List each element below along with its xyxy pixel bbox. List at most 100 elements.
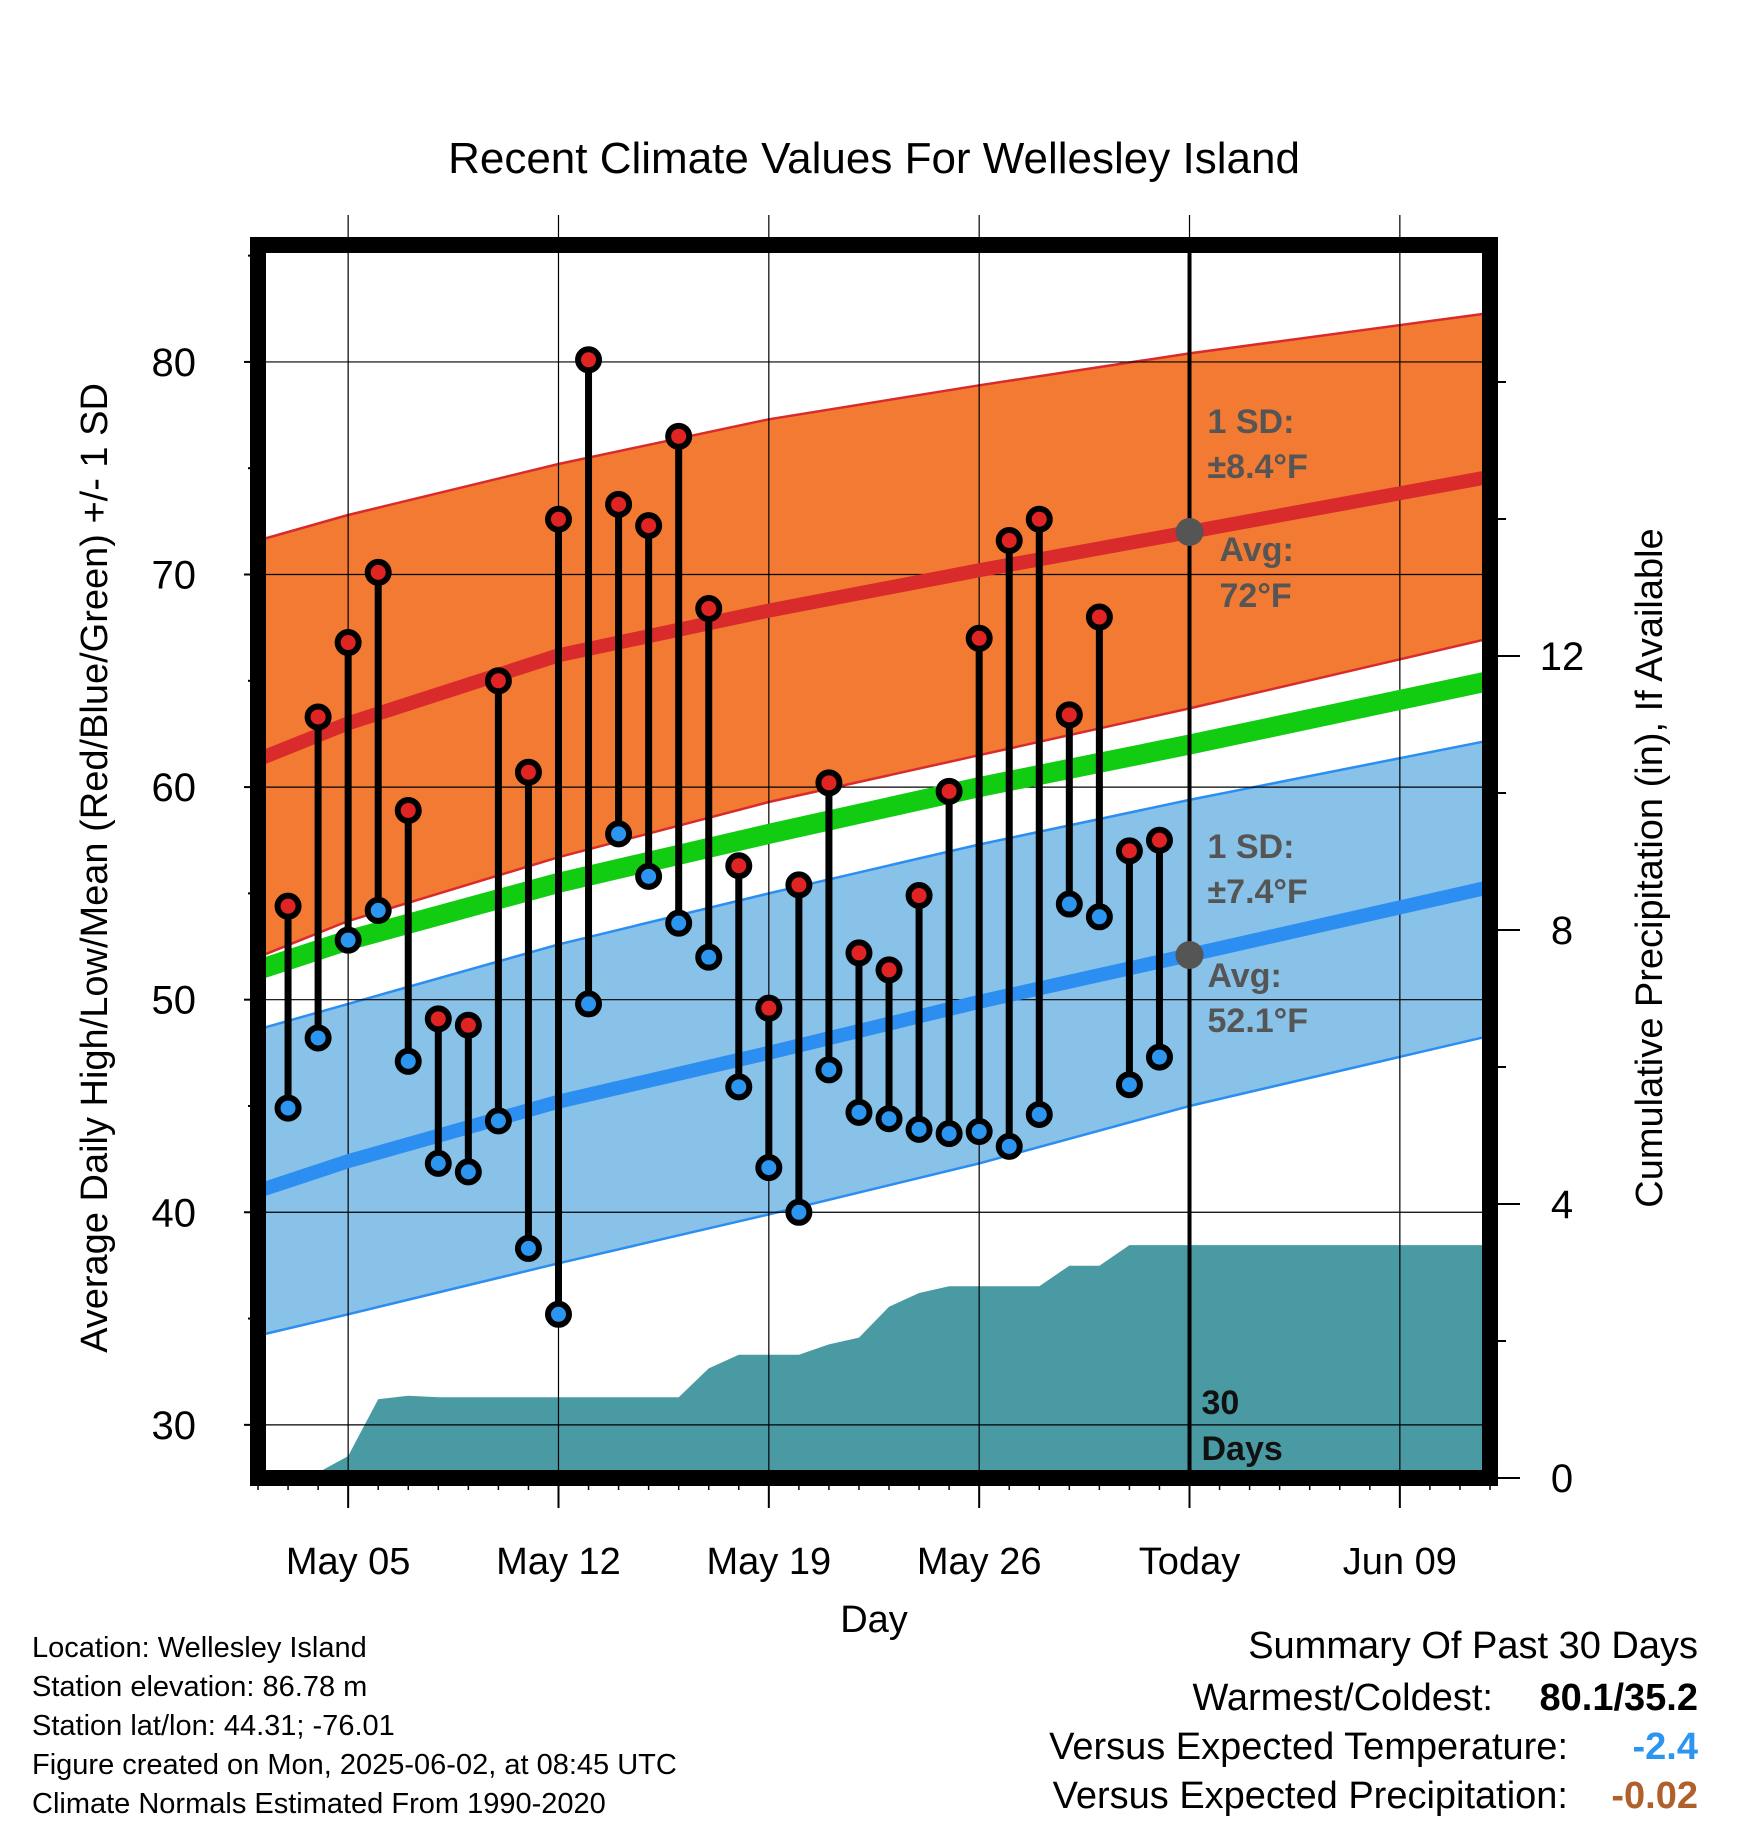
daily-high-point — [845, 939, 873, 967]
daily-low-point — [605, 820, 633, 848]
y-tick-label: 60 — [152, 766, 197, 810]
daily-low-point — [995, 1132, 1023, 1160]
y2-axis-label: Cumulative Precipitation (in), If Availa… — [1629, 528, 1671, 1207]
summary-title: Summary Of Past 30 Days — [1248, 1625, 1698, 1667]
daily-high-point — [995, 526, 1023, 554]
daily-high-point — [875, 956, 903, 984]
daily-high-point — [304, 703, 332, 731]
y2-tick-label: 8 — [1551, 909, 1573, 953]
daily-high-point — [725, 852, 753, 880]
daily-high-point — [364, 558, 392, 586]
daily-low-point — [514, 1234, 542, 1262]
daily-high-point — [785, 871, 813, 899]
summary-warm-value: 80.1/35.2 — [1539, 1677, 1698, 1719]
daily-high-point — [394, 796, 422, 824]
summary-precip-value: -0.02 — [1611, 1775, 1698, 1817]
daily-low-point — [815, 1056, 843, 1084]
daily-high-point — [1085, 603, 1113, 631]
daily-low-point — [424, 1149, 452, 1177]
daily-low-point — [905, 1115, 933, 1143]
daily-low-point — [1055, 890, 1083, 918]
daily-high-point — [575, 346, 603, 374]
low-avg-value: 52.1°F — [1208, 1002, 1309, 1040]
daily-low-point — [1085, 903, 1113, 931]
daily-low-point — [1025, 1100, 1053, 1128]
daily-high-point — [424, 1005, 452, 1033]
daily-low-point — [274, 1094, 302, 1122]
x-tick-label: May 05 — [286, 1541, 411, 1583]
daily-low-point — [845, 1098, 873, 1126]
daily-low-point — [695, 943, 723, 971]
daily-high-point — [1025, 505, 1053, 533]
summary-temp-label: Versus Expected Temperature: — [1049, 1726, 1568, 1768]
daily-low-point — [1145, 1043, 1173, 1071]
daily-high-point — [1145, 826, 1173, 854]
high-sd-band — [258, 313, 1490, 958]
daily-low-point — [635, 862, 663, 890]
y-tick-label: 30 — [152, 1404, 197, 1448]
daily-high-point — [1115, 837, 1143, 865]
x-tick-label: May 26 — [917, 1541, 1042, 1583]
daily-low-point — [875, 1105, 903, 1133]
daily-high-point — [454, 1011, 482, 1039]
low-sd-label: 1 SD: — [1208, 828, 1295, 866]
footer-created: Figure created on Mon, 2025-06-02, at 08… — [32, 1749, 677, 1781]
high-avg-label: Avg: — [1220, 531, 1294, 569]
y-tick-label: 80 — [152, 341, 197, 385]
daily-high-point — [544, 505, 572, 533]
high-avg-value: 72°F — [1220, 577, 1292, 615]
footer-normals: Climate Normals Estimated From 1990-2020 — [32, 1788, 606, 1820]
summary-warm-label: Warmest/Coldest: — [1192, 1677, 1493, 1719]
y2-tick-label: 12 — [1540, 635, 1585, 679]
footer-elevation: Station elevation: 86.78 m — [32, 1671, 368, 1703]
y-axis-label: Average Daily High/Low/Mean (Red/Blue/Gr… — [74, 383, 116, 1353]
x-tick-label: May 12 — [496, 1541, 621, 1583]
x-axis-label: Day — [840, 1599, 908, 1641]
daily-low-point — [725, 1073, 753, 1101]
x-tick-label: Today — [1139, 1541, 1240, 1583]
daily-low-point — [364, 896, 392, 924]
plot-frame — [250, 237, 1498, 1486]
daily-high-point — [1055, 701, 1083, 729]
y-tick-label: 70 — [152, 554, 197, 598]
low-sd-band — [258, 740, 1490, 1336]
daily-high-point — [935, 777, 963, 805]
chart-title: Recent Climate Values For Wellesley Isla… — [448, 134, 1300, 183]
y-tick-label: 50 — [152, 979, 197, 1023]
x-tick-label: Jun 09 — [1343, 1541, 1457, 1583]
y2-tick-label: 4 — [1551, 1183, 1573, 1227]
daily-high-point — [755, 994, 783, 1022]
daily-low-point — [575, 990, 603, 1018]
daily-high-point — [635, 512, 663, 540]
low-avg-label: Avg: — [1208, 957, 1282, 995]
daily-high-point — [514, 758, 542, 786]
daily-high-point — [815, 769, 843, 797]
summary-temp-value: -2.4 — [1632, 1726, 1698, 1768]
plot-area: 1 SD: ±8.4°F Avg: 72°F 1 SD: ±7.4°F Avg: 52.1°F… — [152, 215, 1585, 1583]
daily-high-point — [965, 624, 993, 652]
daily-low-point — [334, 926, 362, 954]
high-sd-value: ±8.4°F — [1208, 448, 1308, 486]
daily-low-point — [935, 1120, 963, 1148]
daily-low-point — [1115, 1071, 1143, 1099]
daily-low-point — [394, 1047, 422, 1075]
footer-location: Location: Wellesley Island — [32, 1632, 367, 1664]
x-tick-label: May 19 — [707, 1541, 832, 1583]
daily-low-point — [785, 1198, 813, 1226]
y-tick-label: 40 — [152, 1191, 197, 1235]
daily-low-point — [484, 1107, 512, 1135]
daily-high-point — [905, 882, 933, 910]
daily-high-point — [484, 667, 512, 695]
daily-high-point — [605, 490, 633, 518]
daily-low-point — [454, 1158, 482, 1186]
low-today-marker — [1175, 941, 1204, 970]
low-sd-value: ±7.4°F — [1208, 873, 1308, 911]
today-label-line2: Days — [1202, 1430, 1283, 1468]
daily-low-point — [544, 1300, 572, 1328]
daily-low-point — [665, 909, 693, 937]
today-label-line1: 30 — [1202, 1384, 1240, 1422]
daily-low-point — [755, 1154, 783, 1182]
daily-high-point — [334, 629, 362, 657]
daily-low-point — [304, 1024, 332, 1052]
